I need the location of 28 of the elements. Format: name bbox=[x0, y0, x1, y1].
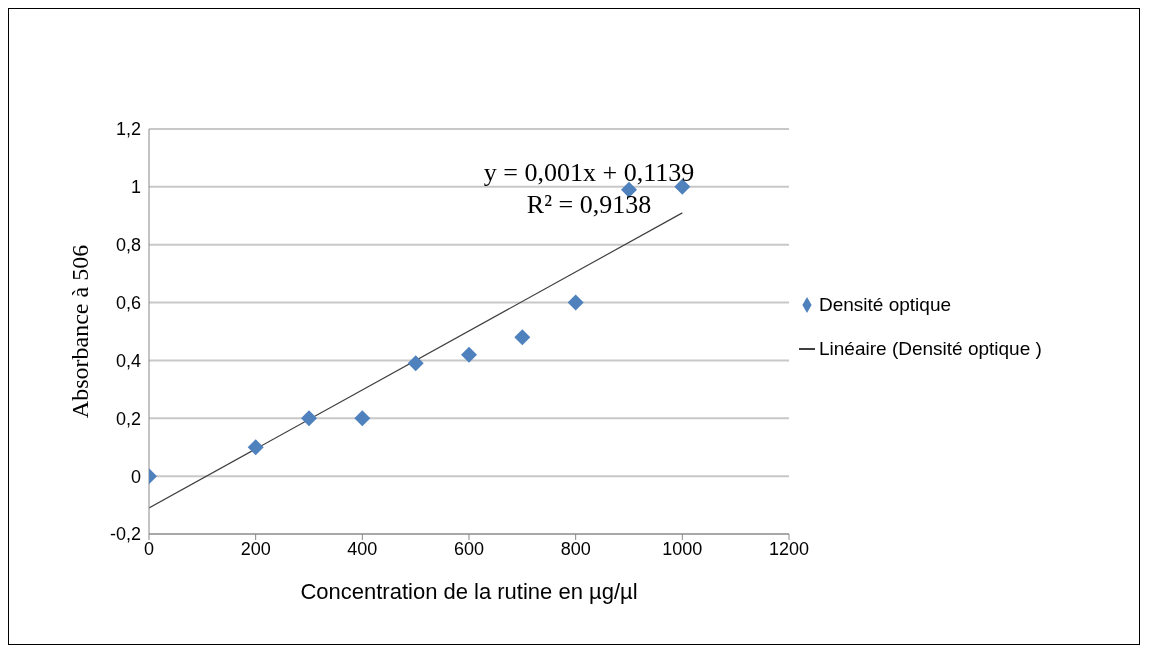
y-tick-label: 1 bbox=[130, 177, 141, 198]
y-tick-label: -0,2 bbox=[109, 524, 141, 545]
legend-label: Densité optique bbox=[819, 293, 952, 315]
point bbox=[247, 439, 264, 456]
y-tick-label: 0,8 bbox=[115, 235, 141, 256]
x-tick-label: 1000 bbox=[662, 538, 703, 559]
y-tick-label: 1,2 bbox=[115, 119, 141, 140]
legend-label: Linéaire (Densité optique ) bbox=[819, 337, 1042, 359]
x-tick-label: 1200 bbox=[768, 538, 810, 559]
y-tick-label: 0,6 bbox=[115, 292, 141, 313]
point bbox=[514, 329, 531, 346]
x-axis-title: Concentration de la rutine en µg/µl bbox=[300, 579, 638, 604]
x-tick-label: 0 bbox=[143, 538, 155, 559]
point bbox=[354, 410, 371, 427]
point bbox=[461, 346, 477, 363]
point bbox=[567, 294, 584, 311]
y-tick-label: 0,2 bbox=[115, 408, 141, 429]
y-tick-label: 0,4 bbox=[115, 350, 141, 371]
annotation: R² = 0,9138 bbox=[525, 189, 653, 221]
x-tick-label: 400 bbox=[347, 538, 378, 559]
x-tick-label: 600 bbox=[453, 538, 485, 559]
point bbox=[407, 355, 424, 372]
y-axis-title: Absorbance à 506 bbox=[66, 244, 93, 419]
y-tick-label: 0 bbox=[130, 466, 141, 487]
x-tick-label: 200 bbox=[240, 538, 271, 559]
point bbox=[301, 410, 317, 427]
annotation: y = 0,001x + 0,1139 bbox=[482, 157, 696, 189]
x-tick-label: 800 bbox=[560, 538, 591, 559]
